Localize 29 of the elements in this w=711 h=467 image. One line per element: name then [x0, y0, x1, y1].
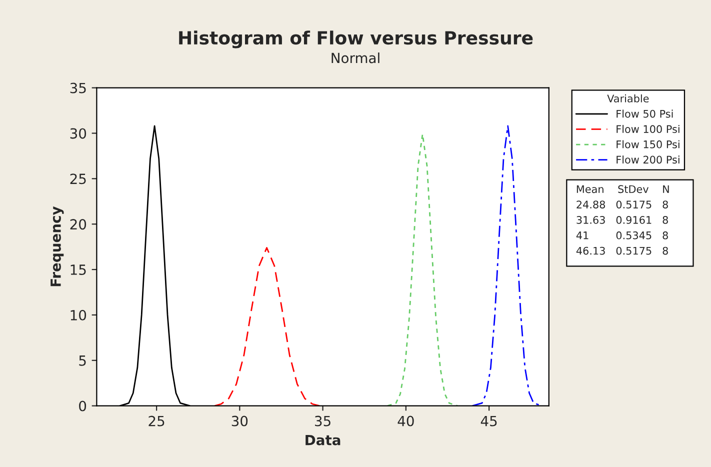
text: 24.88 0.5175 8	[576, 200, 668, 208]
text: 31.63 0.9161 8	[576, 216, 668, 224]
y-tick-label: 20	[70, 219, 86, 230]
x-tick-label: 30	[232, 416, 248, 426]
y-tick-label: 0	[79, 400, 86, 412]
y-tick-label: 35	[70, 82, 86, 94]
text: 46.13 0.5175 8	[576, 246, 668, 255]
text: Mean StDev N	[576, 185, 669, 194]
y-axis-title: Frequency	[50, 206, 64, 286]
y-tick-label: 5	[79, 356, 86, 366]
line-series	[386, 133, 458, 406]
y-tick-label: 30	[70, 128, 86, 139]
y-tick-label: 15	[70, 264, 86, 275]
legend-title: Variable	[607, 94, 649, 102]
x-tick-label: 35	[315, 416, 330, 426]
legend-label: Flow 100 Psi	[616, 124, 680, 134]
text: 41 0.5345 8	[576, 231, 668, 240]
chart-title: Histogram of Flow versus Pressure	[179, 30, 533, 48]
chart-subtitle: Normal	[332, 52, 380, 64]
line-series	[214, 247, 320, 406]
y-tick-label: 10	[70, 310, 86, 320]
legend-label: Flow 150 Psi	[616, 140, 680, 148]
x-tick-label: 45	[480, 416, 497, 426]
legend-label: Flow 200 Psi	[616, 156, 680, 164]
y-tick-label: 25	[70, 174, 86, 184]
x-axis-title: Data	[306, 434, 340, 446]
x-tick-label: 40	[398, 416, 414, 426]
x-tick-label: 25	[148, 416, 164, 426]
legend-label: Flow 50 Psi	[616, 110, 673, 118]
